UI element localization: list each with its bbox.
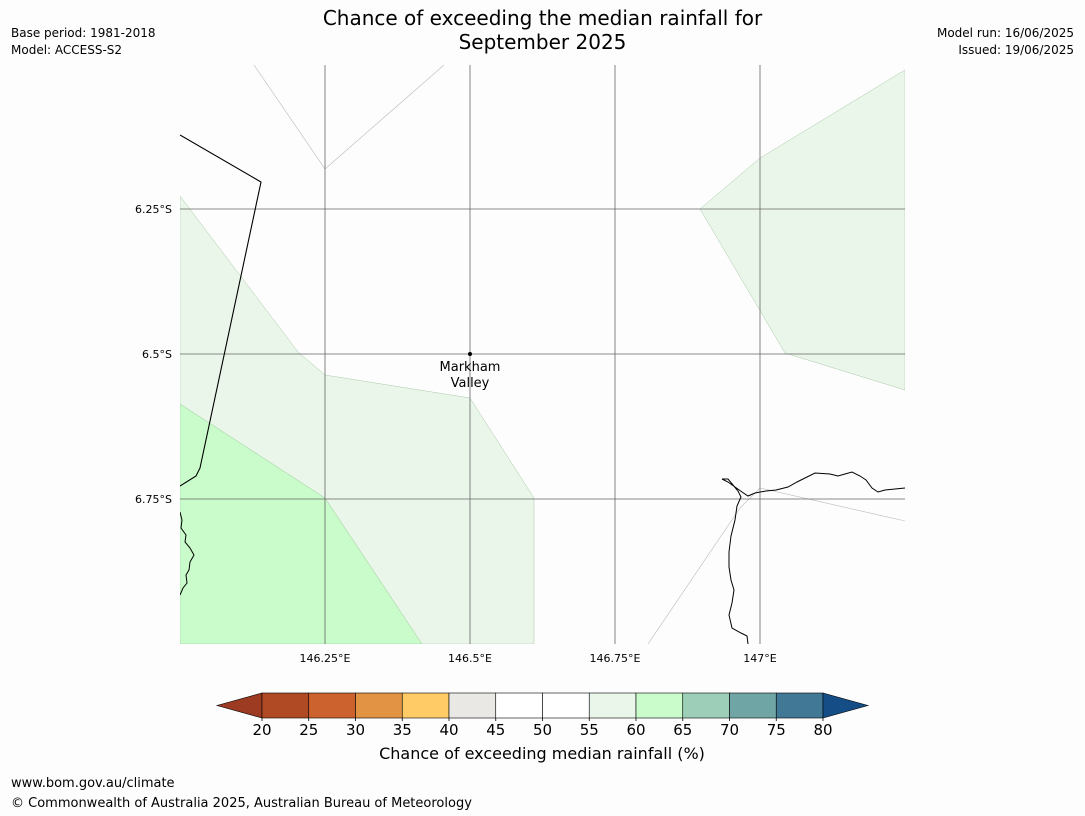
colorbar-segment (448, 692, 497, 719)
place-marker (468, 352, 472, 356)
province-border (180, 134, 262, 487)
colorbar-tick-label: 60 (626, 721, 645, 739)
colorbar-tick-label: 30 (346, 721, 365, 739)
colorbar-segment (682, 692, 730, 719)
longitude-label: 146.5°E (448, 652, 492, 665)
colorbar-segment (355, 692, 403, 719)
footer: www.bom.gov.au/climate © Commonwealth of… (11, 774, 472, 814)
map-panel (180, 65, 905, 644)
colorbar-tick-label: 40 (439, 721, 458, 739)
model-name: Model: ACCESS-S2 (11, 43, 123, 57)
place-label-line-1: Markham (440, 360, 501, 375)
longitude-label: 146.75°E (590, 652, 641, 665)
copyright-notice: © Commonwealth of Australia 2025, Austra… (11, 796, 472, 811)
colorbar-extend-high (822, 692, 870, 719)
colorbar-tick-label: 45 (486, 721, 505, 739)
colorbar-segment (495, 692, 543, 719)
colorbar-tick-label: 50 (533, 721, 552, 739)
colorbar-segment (542, 692, 590, 719)
coastline (180, 511, 195, 596)
latitude-label: 6.75°S (135, 493, 172, 506)
map-title: Chance of exceeding the median rainfall … (200, 6, 885, 54)
run-info: Model run: 16/06/2025 Issued: 19/06/2025 (937, 25, 1074, 59)
colorbar-segment (635, 692, 684, 719)
colorbar-tick-label: 20 (252, 721, 271, 739)
contour-line (253, 65, 445, 170)
colorbar-segment (588, 692, 637, 719)
coastline (721, 471, 905, 644)
title-line-2: September 2025 (458, 30, 627, 54)
colorbar-tick-label: 80 (813, 721, 832, 739)
colorbar-tick-label: 25 (299, 721, 318, 739)
latitude-label: 6.5°S (142, 348, 172, 361)
model-info: Base period: 1981-2018 Model: ACCESS-S2 (11, 25, 156, 59)
contour-line (647, 487, 905, 644)
colorbar-segment (308, 692, 356, 719)
rainfall-area-60-65 (180, 403, 423, 644)
colorbar-segment (261, 692, 310, 719)
place-label-line-2: Valley (451, 376, 490, 391)
longitude-label: 146.25°E (300, 652, 351, 665)
latitude-label: 6.25°S (135, 203, 172, 216)
longitude-label: 147°E (743, 652, 776, 665)
colorbar: 20 25 30 35 40 45 50 55 60 65 70 75 80 (215, 692, 870, 739)
colorbar-tick-label: 75 (767, 721, 786, 739)
colorbar-tick-label: 55 (580, 721, 599, 739)
colorbar-extend-low (215, 692, 263, 719)
colorbar-tick-label: 35 (393, 721, 412, 739)
colorbar-tick-label: 65 (673, 721, 692, 739)
title-line-1: Chance of exceeding the median rainfall … (322, 6, 763, 30)
colorbar-tick-label: 70 (720, 721, 739, 739)
website-url: www.bom.gov.au/climate (11, 776, 175, 791)
colorbar-segment (401, 692, 450, 719)
base-period: Base period: 1981-2018 (11, 26, 156, 40)
colorbar-title: Chance of exceeding median rainfall (%) (379, 744, 705, 763)
rainfall-area-55-60 (699, 69, 905, 391)
colorbar-segment (729, 692, 777, 719)
colorbar-segment (775, 692, 824, 719)
model-run-date: Model run: 16/06/2025 (936, 26, 1074, 40)
issued-date: Issued: 19/06/2025 (958, 43, 1074, 57)
